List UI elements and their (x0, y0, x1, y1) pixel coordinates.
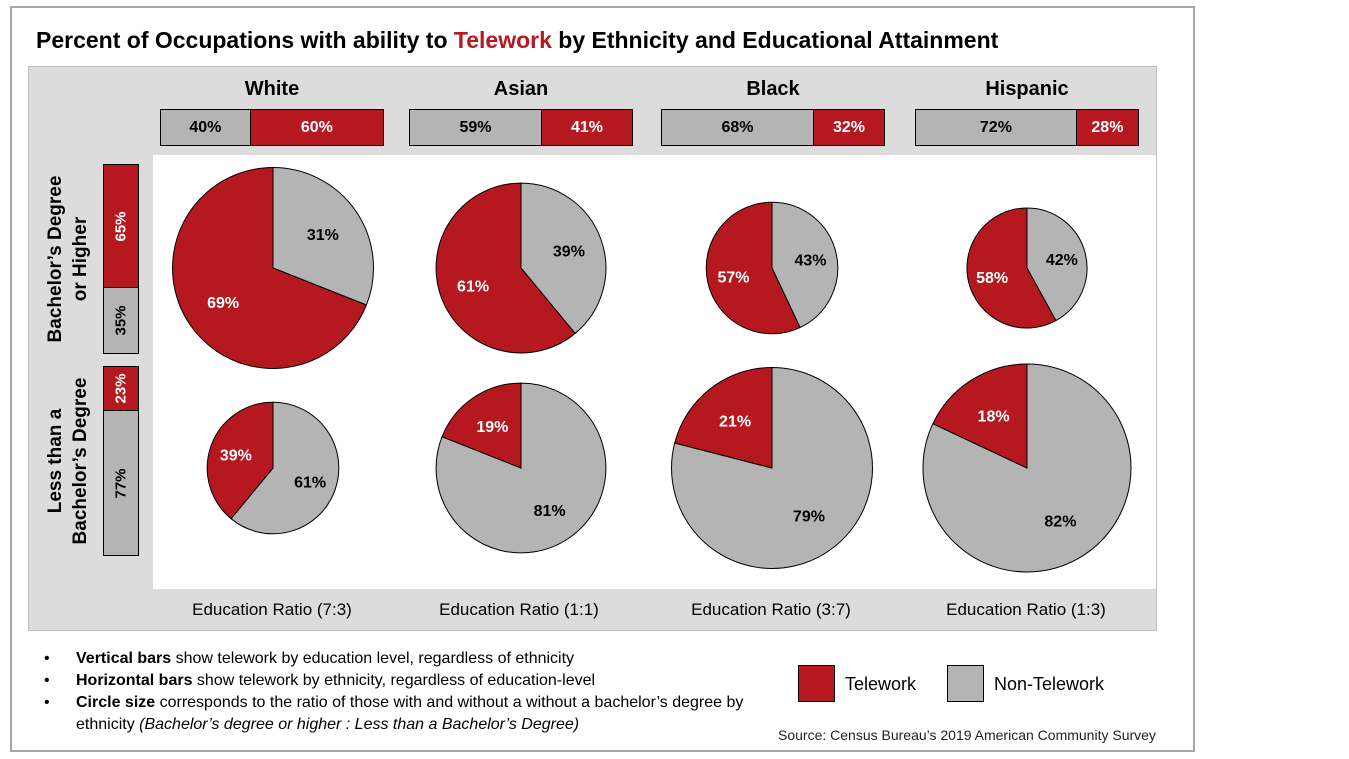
notes-list: • Vertical bars show telework by educati… (44, 648, 764, 736)
pie-white-less-than-bachelors-telework-slice (206, 401, 274, 520)
vbar-bachelors: 65% 35% (103, 164, 139, 354)
pie-white-less-than-bachelors-non-telework-label: 61% (294, 474, 326, 491)
hbar-hispanic: 72% 28% (915, 109, 1139, 146)
hbar-black-telework: 32% (812, 110, 884, 145)
pie-asian-less-than-bachelors-telework-label: 19% (476, 419, 508, 436)
pie-white-bachelors-telework-slice (172, 167, 368, 369)
title-highlight: Telework (453, 27, 552, 53)
ethnicity-header-black: Black (746, 78, 800, 100)
ethnicity-header-hispanic: Hispanic (985, 78, 1069, 100)
pie-asian-less-than-bachelors-telework-slice (441, 382, 522, 469)
source-note: Source: Census Bureau’s 2019 American Co… (778, 727, 1156, 743)
pie-black-bachelors: 57% 43% (705, 201, 839, 335)
vbar-less-than-bachelors: 23% 77% (103, 366, 139, 556)
pie-hispanic-bachelors-non-telework-slice (1026, 207, 1088, 322)
hbar-black-non-telework: 68% (662, 110, 813, 145)
education-ratio-white: Education Ratio (7:3) (192, 600, 352, 619)
hbar-white-telework: 60% (249, 110, 383, 145)
note-bold: Horizontal bars (76, 672, 193, 689)
education-ratio-black: Education Ratio (3:7) (691, 600, 851, 619)
vbar-less-non-telework: 77% (104, 410, 138, 555)
hbar-white-non-telework: 40% (161, 110, 250, 145)
pie-hispanic-less-than-bachelors: 18% 82% (922, 363, 1132, 573)
legend-swatch-non-telework (947, 665, 984, 702)
pie-asian-less-than-bachelors: 19% 81% (435, 382, 607, 554)
pie-white-bachelors-telework-label: 69% (207, 295, 239, 312)
education-ratio-asian: Education Ratio (1:1) (439, 600, 599, 619)
pie-black-bachelors-telework-slice (705, 201, 801, 335)
pie-white-bachelors: 69% 31% (172, 167, 374, 369)
legend-swatch-telework (798, 665, 835, 702)
vbar-less-telework: 23% (104, 367, 138, 411)
pie-asian-bachelors-telework-label: 61% (457, 278, 489, 295)
note-italic: (Bachelor’s degree or higher : Less than… (139, 716, 580, 733)
hbar-hispanic-non-telework: 72% (916, 110, 1076, 145)
pie-black-less-than-bachelors-non-telework-label: 79% (793, 509, 825, 526)
bullet-icon: • (44, 694, 50, 711)
hbar-white: 40% 60% (160, 109, 384, 146)
pie-white-bachelors-non-telework-label: 31% (307, 227, 339, 244)
pie-hispanic-bachelors: 58% 42% (966, 207, 1088, 329)
pie-asian-bachelors-non-telework-slice (520, 182, 607, 335)
pie-hispanic-bachelors-non-telework-label: 42% (1046, 252, 1078, 269)
hbar-asian-telework: 41% (540, 110, 632, 145)
note-text: show telework by education level, regard… (171, 650, 575, 667)
bullet-icon: • (44, 672, 50, 689)
note-bold: Vertical bars (76, 650, 172, 667)
note-item: • Horizontal bars show telework by ethni… (44, 670, 764, 692)
pie-asian-bachelors-telework-slice (435, 182, 576, 354)
note-text: show telework by ethnicity, regardless o… (192, 672, 596, 689)
pie-hispanic-bachelors-telework-slice (966, 207, 1057, 329)
title-suffix: by Ethnicity and Educational Attainment (551, 27, 999, 53)
title-prefix: Percent of Occupations with ability to (36, 27, 454, 53)
bullet-icon: • (44, 650, 50, 667)
pie-white-less-than-bachelors: 39% 61% (206, 401, 340, 535)
hbar-asian: 59% 41% (409, 109, 633, 146)
vbar-bachelors-telework: 65% (104, 165, 138, 288)
hbar-asian-non-telework: 59% (410, 110, 541, 145)
legend-label-telework: Telework (845, 674, 917, 694)
pie-white-bachelors-non-telework-slice (272, 167, 374, 306)
pie-asian-less-than-bachelors-non-telework-label: 81% (534, 503, 566, 520)
vbar-bachelors-non-telework: 35% (104, 287, 138, 353)
pie-black-bachelors-non-telework-slice (771, 201, 839, 329)
pie-black-less-than-bachelors-telework-slice (674, 367, 773, 469)
pie-black-bachelors-non-telework-label: 43% (794, 252, 826, 269)
pie-hispanic-less-than-bachelors-telework-label: 18% (978, 408, 1010, 425)
pie-asian-bachelors-non-telework-label: 39% (553, 244, 585, 261)
pie-white-less-than-bachelors-non-telework-slice (230, 401, 340, 535)
pie-hispanic-less-than-bachelors-non-telework-label: 82% (1044, 514, 1076, 531)
hbar-hispanic-telework: 28% (1075, 110, 1138, 145)
hbar-black: 68% 32% (661, 109, 885, 146)
pie-asian-bachelors: 61% 39% (435, 182, 607, 354)
ethnicity-header-white: White (244, 78, 300, 100)
pie-black-bachelors-telework-label: 57% (717, 270, 749, 287)
pie-hispanic-less-than-bachelors-telework-slice (932, 363, 1028, 469)
note-bold: Circle size (76, 694, 156, 711)
note-item: • Vertical bars show telework by educati… (44, 648, 764, 670)
chart-title: Percent of Occupations with ability to T… (36, 27, 998, 54)
note-text: corresponds to the ratio of those with a… (76, 694, 744, 733)
pie-black-less-than-bachelors-telework-label: 21% (719, 413, 751, 430)
pie-black-less-than-bachelors: 21% 79% (671, 367, 873, 569)
legend-label-non-telework: Non-Telework (994, 674, 1105, 694)
education-ratio-hispanic: Education Ratio (1:3) (946, 600, 1106, 619)
pie-hispanic-bachelors-telework-label: 58% (976, 270, 1008, 287)
note-item: • Circle size corresponds to the ratio o… (44, 692, 764, 736)
ethnicity-header-asian: Asian (493, 78, 549, 100)
pie-white-less-than-bachelors-telework-label: 39% (220, 448, 252, 465)
